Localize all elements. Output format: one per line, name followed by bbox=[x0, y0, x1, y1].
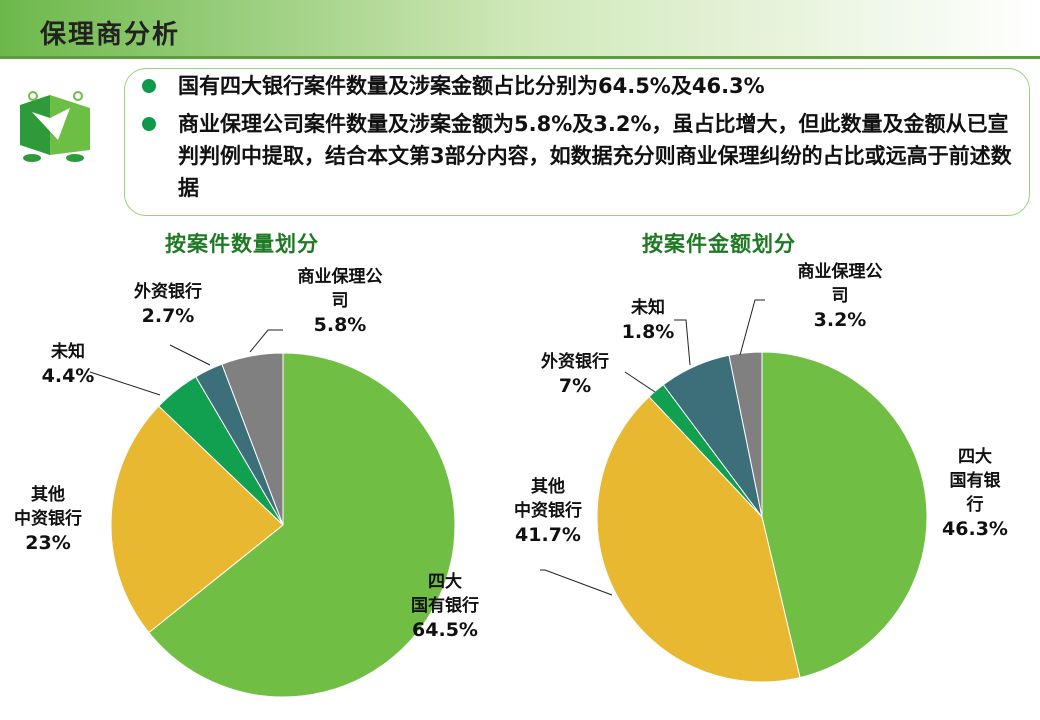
header-rule bbox=[0, 56, 1040, 59]
pie-slice bbox=[148, 352, 456, 698]
slice-label: 四大 国有银行 64.5% bbox=[411, 570, 479, 642]
category-name: 其他 中资银行 bbox=[514, 477, 582, 521]
category-name: 未知 bbox=[50, 342, 85, 362]
value-label: 2.7% bbox=[141, 305, 195, 327]
category-name: 未知 bbox=[630, 298, 665, 318]
category-name: 商业保理公 司 bbox=[797, 262, 883, 306]
value-label: 41.7% bbox=[515, 524, 581, 546]
slice-label: 未知 1.8% bbox=[622, 296, 675, 344]
value-label: 1.8% bbox=[621, 321, 675, 343]
value-label: 64.5% bbox=[412, 619, 478, 641]
category-name: 四大 国有银行 bbox=[949, 447, 1001, 515]
bullet-dot bbox=[142, 79, 156, 93]
slice-label: 外资银行 2.7% bbox=[134, 280, 202, 328]
chart-title: 按案件数量划分 bbox=[165, 232, 319, 256]
slice-label: 商业保理公 司 3.2% bbox=[798, 260, 883, 332]
pie-slice bbox=[596, 396, 801, 683]
value-label: 3.2% bbox=[813, 309, 867, 331]
bullet-text: 国有四大银行案件数量及涉案金额占比分别为64.5%及46.3% bbox=[178, 74, 765, 98]
slice-label: 四大 国有银行 46.3% bbox=[942, 445, 1008, 541]
value-label: 4.4% bbox=[41, 365, 95, 387]
slice-label: 未知 4.4% bbox=[42, 340, 95, 388]
category-name: 四大 国有银行 bbox=[411, 572, 479, 616]
category-name: 商业保理公 司 bbox=[297, 267, 383, 311]
bullet-box bbox=[124, 68, 1030, 216]
pie-slice bbox=[761, 351, 928, 679]
value-label: 5.8% bbox=[313, 314, 367, 336]
chart-title: 按案件金额划分 bbox=[642, 232, 796, 256]
category-name: 外资银行 bbox=[541, 352, 609, 372]
pie-slice bbox=[110, 405, 284, 634]
value-label: 23% bbox=[25, 532, 71, 554]
category-name: 外资银行 bbox=[134, 282, 202, 302]
slice-label: 商业保理公 司 5.8% bbox=[298, 265, 383, 337]
bullet-dot bbox=[142, 117, 156, 131]
value-label: 46.3% bbox=[942, 518, 1008, 540]
header-band bbox=[0, 0, 1040, 58]
leader-lines bbox=[89, 299, 765, 596]
category-name: 其他 中资银行 bbox=[14, 485, 82, 529]
pie-slice bbox=[728, 351, 763, 518]
bullet-text: 商业保理公司案件数量及涉案金额为5.8%及3.2%，虽占比增大，但此数量及金额从… bbox=[178, 112, 1012, 200]
slice-label: 外资银行 7% bbox=[541, 350, 609, 398]
slice-label: 其他 中资银行 41.7% bbox=[514, 475, 582, 547]
logo-icon bbox=[20, 91, 90, 162]
slice-label: 其他 中资银行 23% bbox=[14, 483, 82, 555]
pie-slice bbox=[221, 352, 284, 526]
slide-title: 保理商分析 bbox=[40, 20, 181, 50]
value-label: 7% bbox=[558, 375, 592, 397]
